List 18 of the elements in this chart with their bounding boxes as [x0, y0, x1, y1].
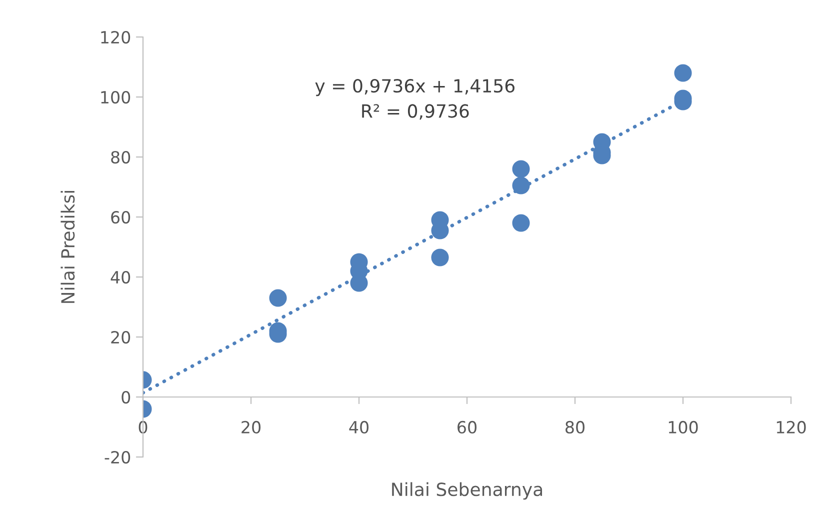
y-tick-label: 80 [111, 150, 130, 164]
x-tick-label: 20 [242, 420, 260, 434]
y-tick-label: 0 [122, 390, 130, 404]
x-tick-label: 100 [668, 420, 698, 434]
annotation: y = 0,9736x + 1,4156 [315, 78, 514, 96]
y-tick-label: 120 [101, 30, 130, 44]
annotation: R² = 0,9736 [362, 104, 469, 120]
x-tick-label: 80 [566, 420, 584, 434]
x-tick-label: 60 [458, 420, 476, 434]
y-tick-label: -20 [104, 450, 130, 464]
x-axis-title: Nilai Sebenarnya [392, 482, 542, 500]
x-tick-label: 120 [776, 420, 806, 434]
y-tick-label: 60 [111, 210, 130, 224]
y-axis-title: Nilai Prediksi [60, 190, 75, 303]
x-tick-label: 40 [349, 420, 368, 434]
y-tick-label: 40 [110, 270, 130, 284]
y-tick-label: 100 [101, 90, 130, 104]
y-tick-label: 20 [111, 330, 130, 344]
